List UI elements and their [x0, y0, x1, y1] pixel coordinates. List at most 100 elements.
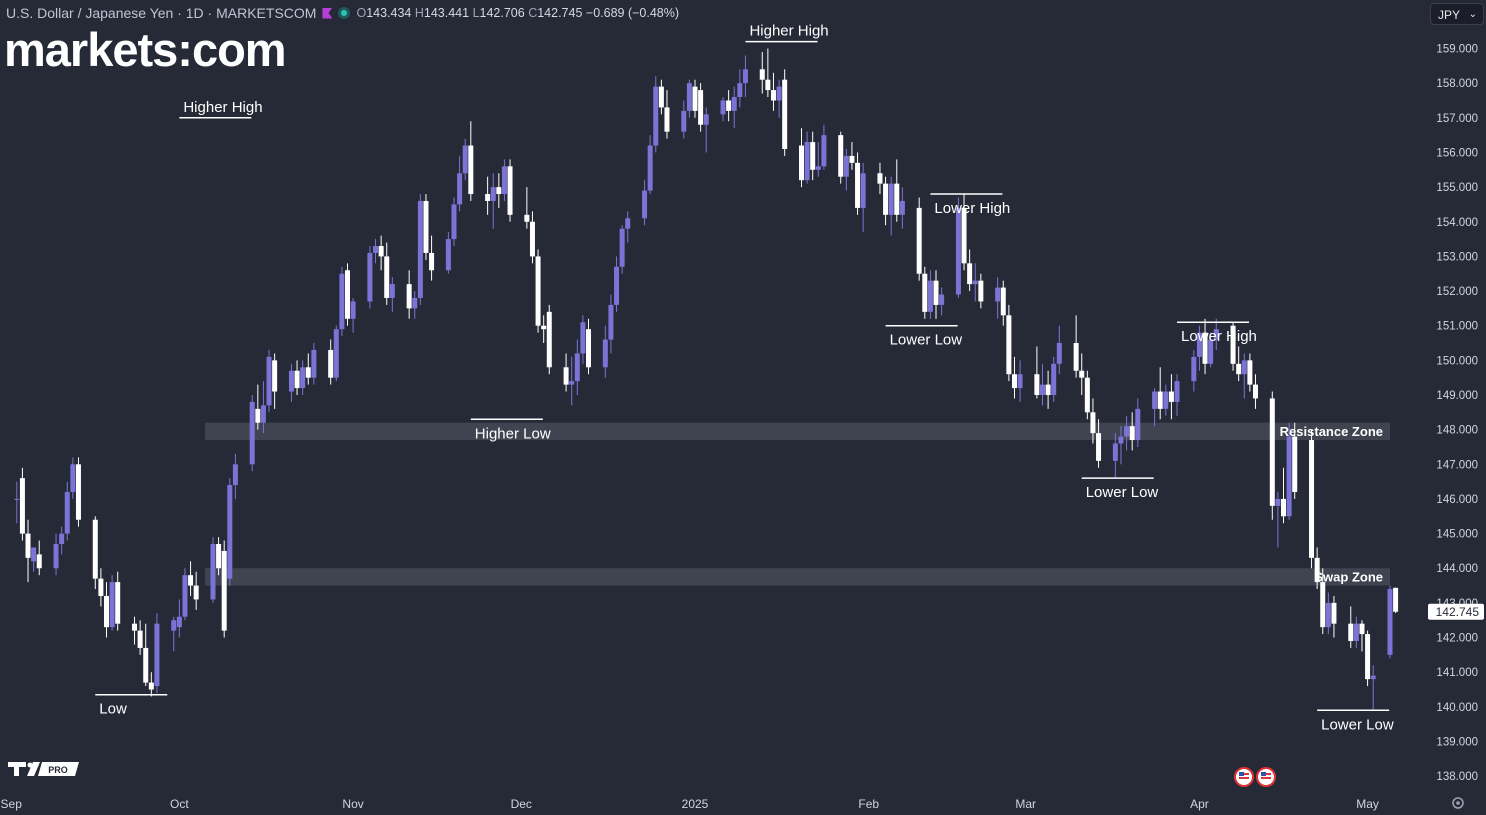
candle-body: [266, 356, 272, 406]
last-price-label: 142.745: [1436, 605, 1480, 619]
candle-body: [770, 90, 776, 101]
candle: [664, 90, 670, 139]
candle: [1017, 360, 1023, 402]
candle-body: [939, 294, 945, 305]
price-tick-label: 141.000: [1436, 667, 1478, 679]
candle-body: [1348, 623, 1354, 642]
price-tick-label: 142.000: [1436, 633, 1478, 645]
event-canton: [1261, 772, 1266, 776]
candle-body: [804, 142, 810, 181]
candle-body: [14, 498, 20, 500]
candle: [188, 561, 194, 596]
candle: [737, 69, 743, 108]
candle-body: [507, 166, 513, 215]
candle-body: [1045, 384, 1051, 395]
candle-body: [843, 155, 849, 177]
candle-body: [726, 100, 732, 111]
gear-icon[interactable]: [1451, 796, 1465, 810]
candle-body: [221, 550, 227, 631]
candle: [1275, 492, 1281, 548]
candle: [429, 235, 435, 281]
candle-body: [602, 339, 608, 368]
price-tick-label: 140.000: [1436, 702, 1478, 714]
candle: [182, 568, 188, 621]
candle-body: [232, 464, 238, 486]
candle: [804, 131, 810, 184]
tradingview-badge: PRO: [48, 765, 68, 775]
candle: [1202, 318, 1208, 375]
candle-body: [916, 207, 922, 274]
annotation-label: Higher Low: [475, 425, 551, 442]
candle: [1045, 370, 1051, 409]
annotation-label: Low: [99, 701, 127, 718]
candle: [1292, 422, 1298, 499]
candle-body: [1331, 602, 1337, 624]
candle-body: [468, 145, 474, 195]
candle: [1000, 280, 1006, 326]
candle: [782, 69, 788, 156]
currency-select[interactable]: JPY ⌄: [1430, 3, 1484, 25]
candle-body: [19, 478, 25, 534]
candle-body: [1292, 436, 1298, 493]
candle: [1353, 616, 1359, 648]
candle-body: [171, 620, 177, 631]
zone-label: Resistance Zone: [1280, 424, 1383, 439]
candle: [1241, 353, 1247, 399]
candle: [328, 339, 334, 385]
candle: [1112, 433, 1118, 479]
close-value: 142.745: [537, 6, 583, 20]
candle: [608, 294, 614, 354]
candle-body: [860, 173, 866, 208]
candle-body: [423, 200, 429, 253]
price-tick-label: 151.000: [1436, 321, 1478, 333]
candle: [692, 79, 698, 118]
currency-select-value: JPY: [1438, 8, 1461, 22]
event-stripe: [1261, 777, 1271, 779]
candle-body: [148, 682, 154, 690]
candle-body: [894, 183, 900, 215]
annotation-label: Lower High: [1181, 328, 1257, 345]
candle-body: [574, 353, 580, 382]
candle: [1174, 374, 1180, 416]
candle: [1320, 568, 1326, 635]
candle: [1281, 467, 1287, 524]
candle: [98, 568, 104, 607]
candle-body: [1090, 412, 1096, 434]
candle: [1168, 374, 1174, 420]
annotation-label: Lower Low: [1086, 484, 1159, 501]
candle: [260, 381, 266, 434]
candle-body: [350, 301, 356, 319]
candle: [563, 353, 569, 392]
candle: [1196, 325, 1202, 371]
market-status-dot-icon: [338, 7, 351, 19]
candle-body: [339, 273, 345, 330]
candle: [838, 131, 844, 184]
candle: [535, 249, 541, 333]
candle-body: [417, 200, 423, 298]
flag-icon[interactable]: [322, 7, 333, 19]
candle-body: [1051, 363, 1057, 395]
candle: [462, 138, 468, 181]
candle-body: [698, 90, 704, 125]
candle: [933, 270, 939, 319]
candle: [1370, 665, 1376, 711]
change-value: −0.689 (−0.48%): [585, 6, 680, 20]
candle-body: [457, 173, 463, 205]
price-tick-label: 150.000: [1436, 355, 1478, 367]
markets-com-logo: markets:com: [4, 23, 287, 76]
candle-body: [1112, 443, 1118, 461]
candle-body: [445, 239, 451, 271]
candle-body: [294, 370, 300, 389]
time-tick-label: Mar: [1015, 797, 1036, 811]
candle-body: [1135, 408, 1141, 441]
candle: [972, 263, 978, 302]
symbol-title[interactable]: U.S. Dollar / Japanese Yen · 1D · MARKET…: [6, 5, 317, 21]
candle: [939, 287, 945, 316]
ohlc-values: O143.434 H143.441 L142.706 C142.745 −0.6…: [356, 6, 680, 20]
price-tick-label: 149.000: [1436, 390, 1478, 402]
zone-band: [205, 568, 1390, 586]
candle-body: [899, 200, 905, 215]
candle: [451, 197, 457, 247]
price-tick-label: 154.000: [1436, 217, 1478, 229]
